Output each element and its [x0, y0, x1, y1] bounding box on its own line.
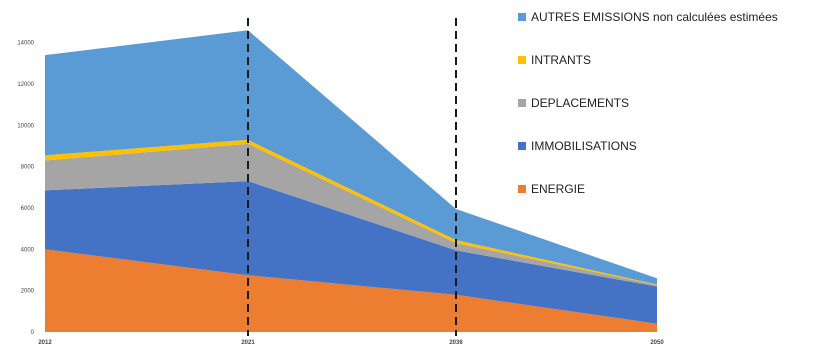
- y-axis-ticks: 0 2000 4000 6000 8000 10000 12000 14000: [17, 41, 34, 336]
- legend-label: DEPLACEMENTS: [531, 95, 630, 110]
- legend-swatch: [518, 12, 526, 21]
- x-tick-label: 2036: [449, 340, 463, 346]
- y-tick-label: 2000: [21, 289, 35, 295]
- y-tick-label: 12000: [17, 82, 34, 88]
- chart-legend: AUTRES EMISSIONS non calculées estimées …: [518, 9, 778, 196]
- legend-label: AUTRES EMISSIONS non calculées estimées: [531, 9, 778, 24]
- legend-label: IMMOBILISATIONS: [531, 138, 637, 153]
- y-tick-label: 6000: [21, 206, 35, 212]
- legend-item-deplacements: DEPLACEMENTS: [518, 95, 778, 110]
- legend-label: INTRANTS: [531, 52, 591, 67]
- x-axis-ticks: 2012 2021 2036 2050: [38, 340, 664, 346]
- y-tick-label: 14000: [17, 41, 34, 47]
- legend-swatch: [518, 141, 526, 150]
- area-series-energie: [45, 249, 657, 332]
- x-tick-label: 2012: [38, 340, 52, 346]
- x-tick-label: 2021: [241, 340, 255, 346]
- y-tick-label: 10000: [17, 123, 34, 129]
- area-series-immobilisations: [45, 181, 657, 324]
- area-series-group: [45, 30, 657, 332]
- legend-label: ENERGIE: [531, 181, 586, 196]
- y-tick-label: 8000: [21, 165, 35, 171]
- legend-item-immobilisations: IMMOBILISATIONS: [518, 138, 778, 153]
- legend-item-autres-emissions: AUTRES EMISSIONS non calculées estimées: [518, 9, 778, 24]
- vertical-marker-lines: [247, 18, 457, 336]
- legend-swatch: [518, 98, 526, 107]
- area-series-deplacements: [45, 143, 657, 287]
- x-tick-label: 2050: [650, 340, 664, 346]
- y-tick-label: 4000: [21, 247, 35, 253]
- area-series-intrants: [45, 139, 657, 286]
- legend-item-energie: ENERGIE: [518, 181, 778, 196]
- area-series-autres: [45, 30, 657, 285]
- legend-swatch: [518, 55, 526, 64]
- y-tick-label: 0: [31, 330, 35, 336]
- legend-item-intrants: INTRANTS: [518, 52, 778, 67]
- legend-swatch: [518, 184, 526, 193]
